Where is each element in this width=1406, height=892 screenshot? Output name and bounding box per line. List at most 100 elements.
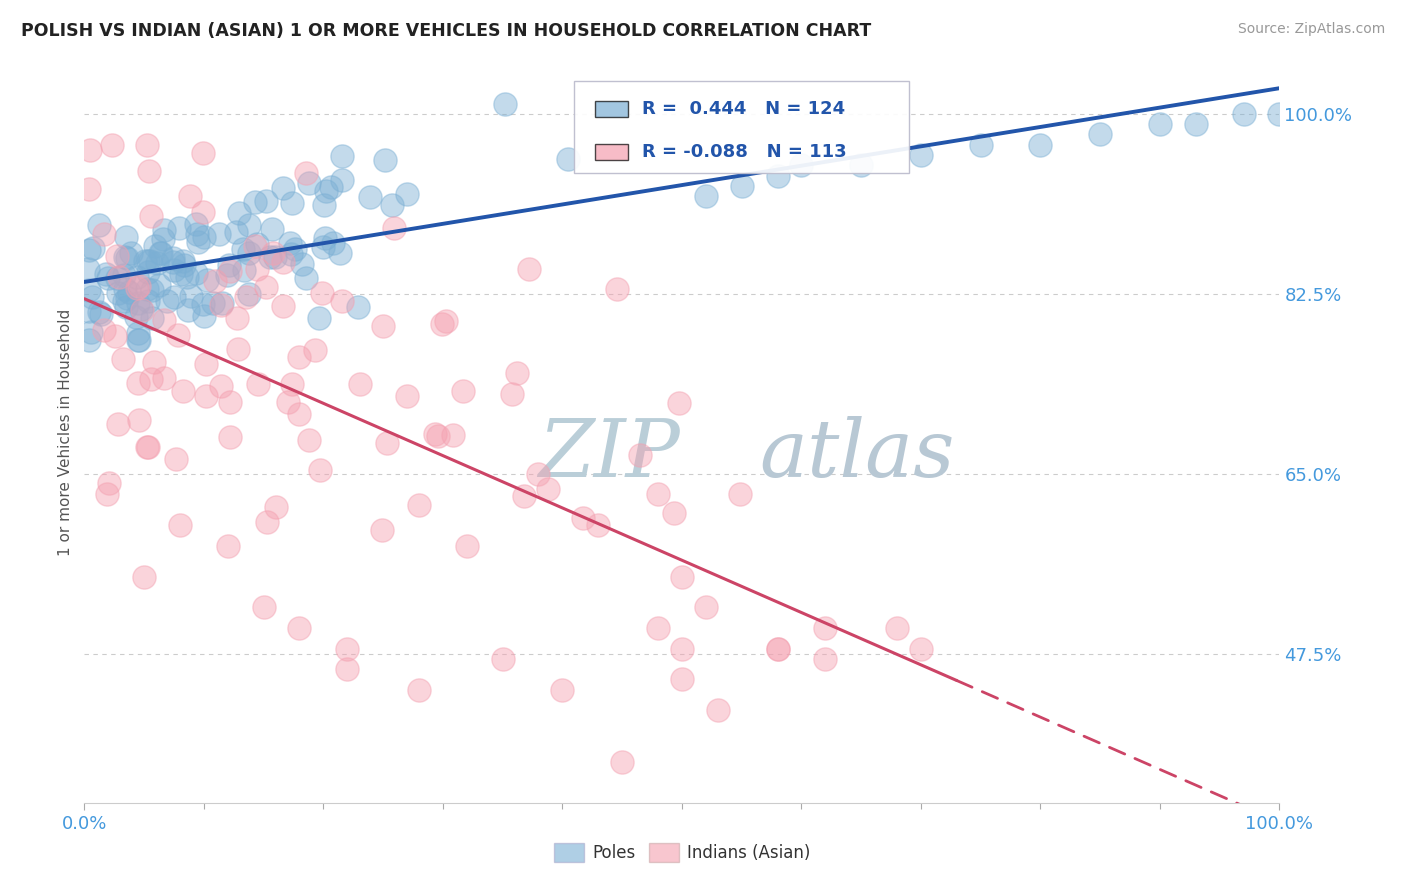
Point [315, 184, 337, 198]
Point [606, 282, 628, 296]
Point [217, 539, 239, 553]
Point [288, 350, 311, 364]
Point [278, 236, 301, 251]
Point [79, 182, 101, 196]
Point [149, 246, 172, 260]
Point [127, 295, 149, 310]
Point [172, 384, 194, 398]
Point [330, 173, 353, 187]
Point [187, 235, 209, 249]
Point [127, 270, 149, 285]
Point [312, 240, 335, 254]
Point [232, 263, 254, 277]
Point [319, 179, 342, 194]
Point [246, 261, 269, 276]
Point [382, 221, 405, 235]
Point [127, 326, 149, 341]
Point [671, 569, 693, 583]
Point [910, 641, 932, 656]
Point [330, 293, 353, 308]
Legend: Poles, Indians (Asian): Poles, Indians (Asian) [547, 836, 817, 869]
Point [277, 395, 299, 409]
Point [136, 440, 159, 454]
Point [112, 293, 135, 308]
Point [330, 148, 353, 162]
Point [517, 261, 540, 276]
Point [141, 210, 163, 224]
Point [186, 227, 208, 241]
Point [128, 413, 150, 427]
Point [107, 417, 129, 432]
Point [766, 641, 789, 656]
Point [408, 682, 430, 697]
Point [238, 218, 260, 232]
Point [117, 251, 139, 265]
Point [329, 246, 352, 260]
Point [253, 600, 276, 615]
Point [195, 273, 218, 287]
Point [695, 189, 717, 203]
Point [295, 270, 318, 285]
Point [141, 311, 163, 326]
Point [766, 641, 789, 656]
Point [284, 243, 307, 257]
Point [186, 266, 208, 280]
Point [87, 305, 110, 319]
Point [264, 250, 287, 264]
Point [381, 198, 404, 212]
Point [647, 487, 669, 501]
Point [179, 189, 201, 203]
Point [93, 322, 115, 336]
Point [375, 436, 398, 450]
Point [671, 673, 693, 687]
Point [731, 178, 754, 193]
Point [707, 703, 730, 717]
Point [408, 498, 430, 512]
Point [114, 250, 136, 264]
Point [1233, 107, 1256, 121]
Point [148, 277, 170, 292]
Point [191, 205, 214, 219]
Point [360, 190, 382, 204]
Point [172, 253, 194, 268]
Point [87, 219, 110, 233]
Point [209, 298, 232, 312]
Point [162, 251, 184, 265]
Point [127, 333, 149, 347]
Point [139, 253, 162, 268]
Point [246, 236, 269, 251]
Point [434, 314, 457, 328]
Point [970, 137, 993, 152]
Point [107, 270, 129, 285]
Point [238, 286, 260, 301]
Point [262, 246, 284, 260]
Point [374, 153, 396, 167]
Point [336, 662, 359, 676]
Point [288, 407, 311, 421]
Point [281, 376, 304, 391]
Point [112, 268, 135, 282]
Point [201, 296, 224, 310]
Point [195, 389, 218, 403]
Point [76, 262, 98, 277]
Point [314, 231, 336, 245]
Point [273, 181, 295, 195]
Point [104, 329, 127, 343]
Point [254, 280, 277, 294]
Point [141, 372, 163, 386]
Point [132, 569, 156, 583]
Point [371, 523, 394, 537]
Point [163, 290, 186, 304]
Point [730, 487, 752, 501]
Point [77, 303, 100, 318]
Point [264, 500, 287, 514]
Point [141, 283, 163, 297]
Point [910, 148, 932, 162]
Point [298, 433, 321, 447]
Point [396, 186, 419, 201]
Point [1090, 128, 1112, 142]
Text: Source: ZipAtlas.com: Source: ZipAtlas.com [1237, 22, 1385, 37]
Point [138, 254, 160, 268]
Point [118, 285, 141, 299]
Point [886, 621, 908, 635]
